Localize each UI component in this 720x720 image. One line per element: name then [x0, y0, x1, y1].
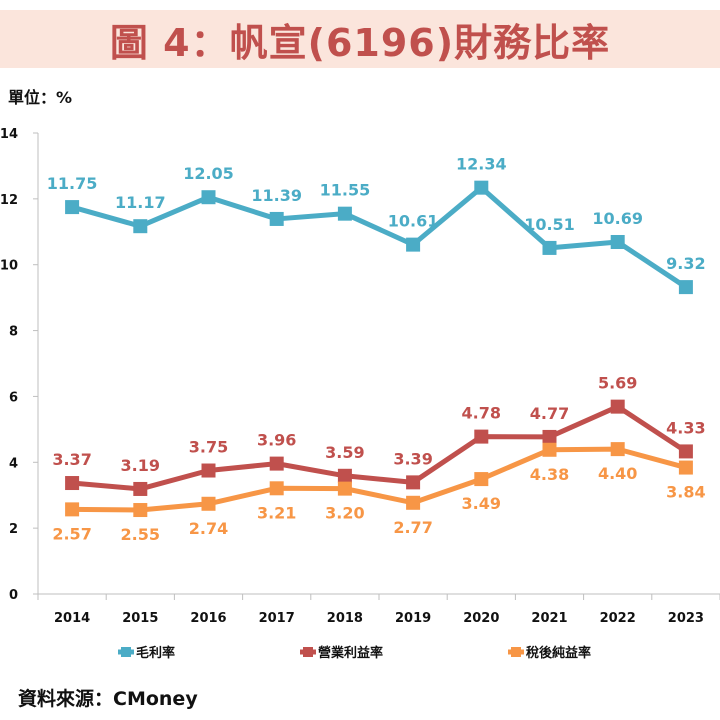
data-label: 5.69 [598, 374, 637, 393]
legend-label: 毛利率 [136, 645, 175, 661]
x-tick-label: 2023 [668, 611, 704, 626]
x-tick-label: 2021 [531, 611, 567, 626]
data-label: 3.49 [462, 494, 501, 513]
data-label: 2.77 [393, 518, 432, 537]
data-point-marker [406, 475, 421, 490]
data-point-marker [610, 234, 625, 249]
data-point-marker [65, 502, 80, 517]
series-line-1 [71, 404, 688, 492]
x-tick-label: 2016 [190, 611, 226, 626]
data-point-marker [474, 180, 489, 195]
x-tick-label: 2017 [259, 611, 295, 626]
data-point-marker [201, 190, 216, 205]
data-label: 3.19 [121, 456, 160, 475]
data-point-marker [406, 495, 421, 510]
data-label: 11.39 [251, 186, 302, 205]
data-point-marker [610, 399, 625, 414]
data-point-marker [542, 429, 557, 444]
data-point-marker [65, 476, 80, 491]
y-tick-label: 14 [0, 127, 18, 142]
source-label: 資料來源：CMoney [18, 688, 198, 710]
data-label: 4.78 [462, 404, 501, 423]
y-tick-label: 10 [0, 259, 18, 274]
x-tick-label: 2015 [122, 611, 158, 626]
data-label: 10.69 [592, 209, 643, 228]
data-point-marker [678, 460, 693, 475]
data-label: 3.21 [257, 503, 296, 522]
data-label: 3.96 [257, 431, 296, 450]
data-point-marker [678, 444, 693, 459]
chart-title: 圖 4：帆宣(6196)財務比率 [109, 20, 611, 65]
legend-label: 營業利益率 [318, 645, 383, 661]
data-point-marker [269, 456, 284, 471]
y-tick-label: 12 [0, 193, 18, 208]
legend-swatch-marker [303, 647, 313, 657]
data-label: 3.20 [325, 504, 364, 523]
data-label: 9.32 [666, 254, 705, 273]
data-label: 12.34 [456, 155, 507, 174]
legend-label: 稅後純益率 [526, 645, 591, 661]
data-point-marker [610, 442, 625, 457]
data-point-marker [133, 481, 148, 496]
data-label: 12.05 [183, 164, 234, 183]
title-banner: 圖 4：帆宣(6196)財務比率 [0, 10, 720, 68]
data-label: 10.61 [388, 212, 439, 231]
data-point-marker [65, 200, 80, 215]
y-tick-label: 8 [9, 325, 18, 340]
unit-label: 單位：% [8, 88, 73, 107]
data-label: 4.38 [530, 465, 569, 484]
data-point-marker [269, 481, 284, 496]
data-point-marker [201, 463, 216, 478]
data-point-marker [542, 240, 557, 255]
x-tick-label: 2020 [463, 611, 499, 626]
legend-swatch-marker [511, 647, 521, 657]
data-label: 2.55 [121, 525, 160, 544]
data-point-marker [337, 481, 352, 496]
y-tick-label: 2 [9, 522, 18, 537]
data-label: 3.37 [52, 450, 91, 469]
data-label: 4.33 [666, 418, 705, 437]
data-label: 3.75 [189, 438, 228, 457]
data-label: 3.59 [325, 443, 364, 462]
data-point-marker [474, 429, 489, 444]
data-label: 2.57 [52, 524, 91, 543]
data-point-marker [269, 211, 284, 226]
data-point-marker [201, 496, 216, 511]
data-label: 4.77 [530, 404, 569, 423]
y-tick-label: 4 [9, 456, 18, 471]
data-label: 3.84 [666, 483, 705, 502]
data-label: 11.17 [115, 193, 166, 212]
data-point-marker [406, 237, 421, 252]
data-point-marker [133, 503, 148, 518]
y-tick-label: 6 [9, 390, 18, 405]
x-tick-label: 2019 [395, 611, 431, 626]
data-label: 3.39 [393, 449, 432, 468]
data-point-marker [678, 280, 693, 295]
x-tick-label: 2018 [327, 611, 363, 626]
data-label: 10.51 [524, 215, 575, 234]
data-label: 11.55 [320, 181, 371, 200]
data-point-marker [542, 442, 557, 457]
legend-swatch-marker [121, 647, 131, 657]
series-line-0 [71, 185, 688, 290]
data-label: 11.75 [47, 174, 98, 193]
y-tick-label: 0 [9, 588, 18, 603]
data-point-marker [337, 468, 352, 483]
data-label: 4.40 [598, 464, 637, 483]
data-label: 2.74 [189, 519, 228, 538]
series-line-2 [72, 446, 687, 513]
data-point-marker [133, 219, 148, 234]
data-point-marker [337, 206, 352, 221]
data-point-marker [474, 472, 489, 487]
x-tick-label: 2014 [54, 611, 90, 626]
x-tick-label: 2022 [600, 611, 636, 626]
